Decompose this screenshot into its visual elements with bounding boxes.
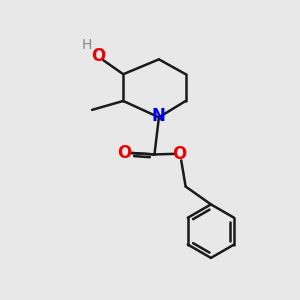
Text: O: O (172, 145, 187, 163)
Text: O: O (91, 47, 105, 65)
Text: O: O (118, 144, 132, 162)
Text: N: N (152, 107, 166, 125)
Text: H: H (82, 38, 92, 52)
